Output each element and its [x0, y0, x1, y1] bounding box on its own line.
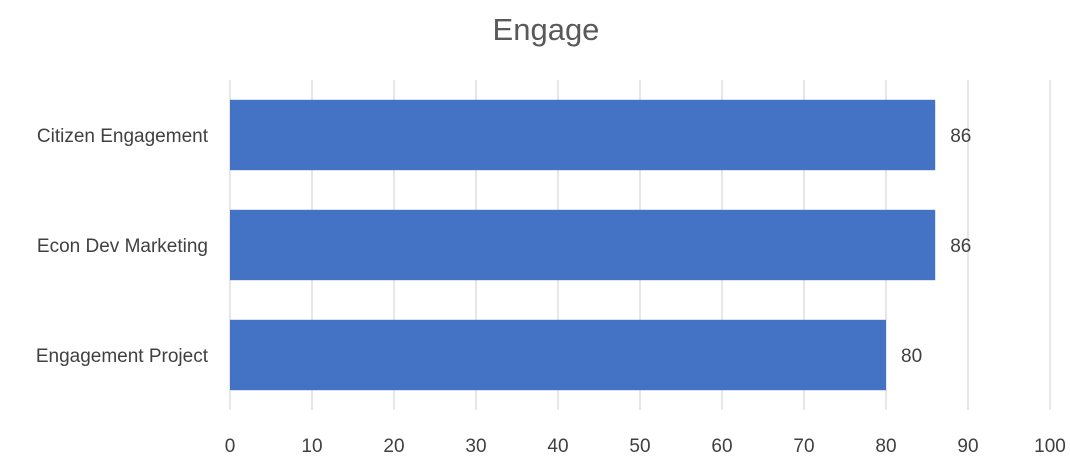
bar	[230, 99, 936, 171]
bars	[230, 99, 936, 391]
data-labels: 86 86 80	[901, 126, 971, 367]
category-label: Citizen Engagement	[37, 126, 209, 147]
bar	[230, 319, 886, 391]
x-tick-label: 40	[547, 436, 568, 457]
category-label: Engagement Project	[36, 346, 209, 367]
x-tick-label: 90	[957, 436, 978, 457]
x-tick-label: 60	[711, 436, 732, 457]
data-label: 86	[950, 236, 971, 257]
x-axis-ticks: 0 10 20 30 40 50 60 70 80 90 100	[225, 436, 1066, 457]
x-tick-label: 10	[301, 436, 322, 457]
x-tick-label: 50	[629, 436, 650, 457]
x-tick-label: 100	[1034, 436, 1066, 457]
x-tick-label: 70	[793, 436, 814, 457]
x-tick-label: 80	[875, 436, 896, 457]
x-tick-label: 30	[465, 436, 486, 457]
bar	[230, 209, 936, 281]
category-label: Econ Dev Marketing	[37, 236, 208, 257]
x-tick-label: 20	[383, 436, 404, 457]
category-labels: Citizen Engagement Econ Dev Marketing Enga…	[36, 126, 209, 367]
data-label: 86	[950, 126, 971, 147]
chart-title: Engage	[493, 12, 600, 47]
x-tick-label: 0	[225, 436, 236, 457]
data-label: 80	[901, 346, 922, 367]
